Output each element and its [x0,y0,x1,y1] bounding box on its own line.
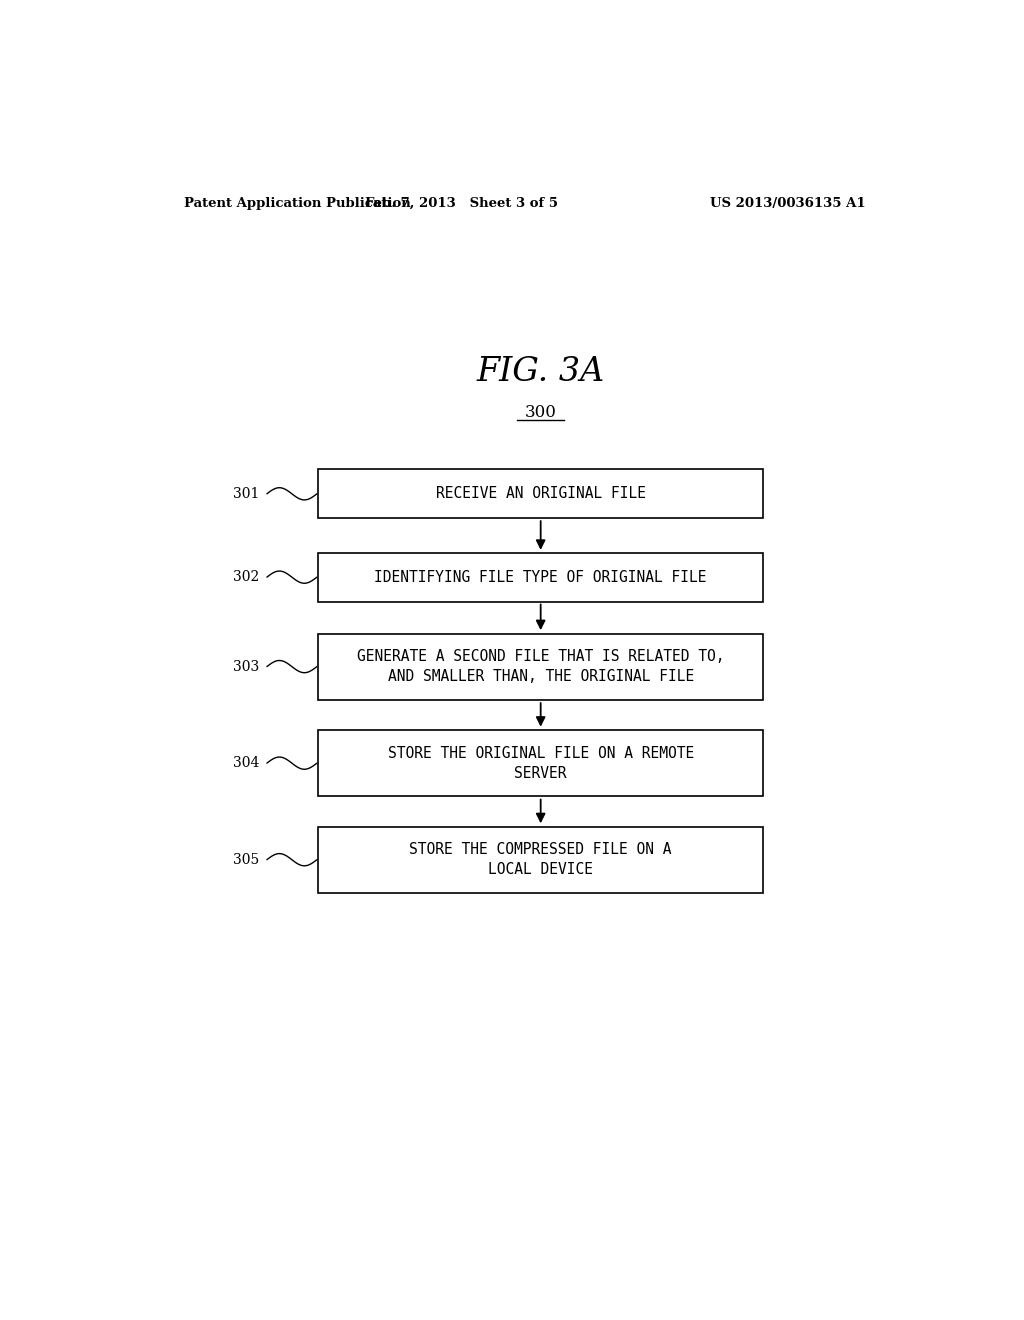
Text: 300: 300 [524,404,557,421]
Text: FIG. 3A: FIG. 3A [476,356,605,388]
Text: 302: 302 [232,570,259,585]
Text: 303: 303 [232,660,259,673]
Bar [318,730,763,796]
Text: IDENTIFYING FILE TYPE OF ORIGINAL FILE: IDENTIFYING FILE TYPE OF ORIGINAL FILE [375,570,707,585]
Text: GENERATE A SECOND FILE THAT IS RELATED TO,
AND SMALLER THAN, THE ORIGINAL FILE: GENERATE A SECOND FILE THAT IS RELATED T… [357,649,724,684]
Bar [318,826,763,892]
Text: 301: 301 [232,487,259,500]
Text: Patent Application Publication: Patent Application Publication [183,197,411,210]
Text: STORE THE ORIGINAL FILE ON A REMOTE
SERVER: STORE THE ORIGINAL FILE ON A REMOTE SERV… [387,746,694,780]
Text: 304: 304 [232,756,259,770]
Bar [318,470,763,519]
Bar [318,634,763,700]
Text: Feb. 7, 2013   Sheet 3 of 5: Feb. 7, 2013 Sheet 3 of 5 [365,197,558,210]
Text: STORE THE COMPRESSED FILE ON A
LOCAL DEVICE: STORE THE COMPRESSED FILE ON A LOCAL DEV… [410,842,672,876]
Text: RECEIVE AN ORIGINAL FILE: RECEIVE AN ORIGINAL FILE [435,486,646,502]
Bar [318,553,763,602]
Text: US 2013/0036135 A1: US 2013/0036135 A1 [711,197,866,210]
Text: 305: 305 [232,853,259,867]
